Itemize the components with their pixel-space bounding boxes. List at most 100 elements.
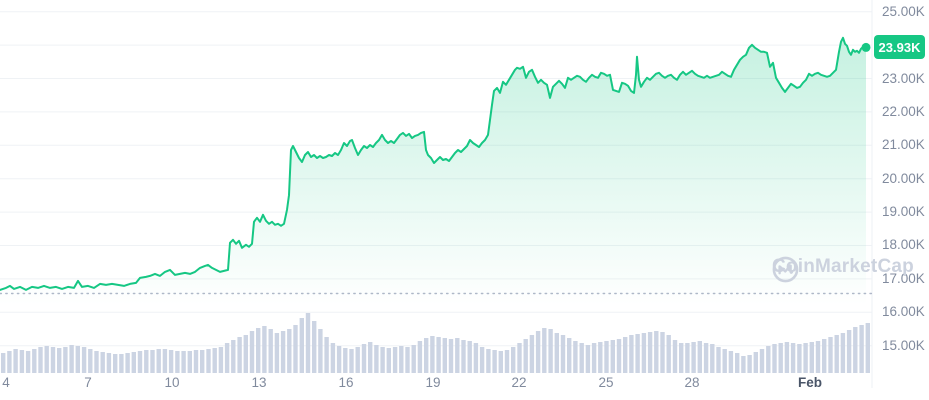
volume-bar <box>492 350 497 373</box>
volume-bar <box>299 318 304 373</box>
x-axis-label: 7 <box>84 375 92 390</box>
volume-bar <box>287 329 292 373</box>
volume-bar <box>411 345 416 373</box>
volume-bar <box>766 346 771 373</box>
volume-bar <box>193 350 199 373</box>
volume-bar <box>660 332 665 373</box>
volume-bar <box>312 321 317 373</box>
volume-bar <box>529 335 535 373</box>
volume-bar <box>467 341 472 373</box>
volume-bar <box>206 349 211 373</box>
volume-bar <box>63 347 68 373</box>
volume-bar <box>815 341 821 373</box>
volume-bar <box>144 350 149 373</box>
price-line <box>0 36 867 291</box>
volume-bar <box>542 328 547 373</box>
volume-bar <box>784 342 790 373</box>
volume-bar <box>1 353 6 373</box>
volume-bar <box>641 333 647 373</box>
y-axis-label: 15.00K <box>882 338 925 353</box>
volume-bar <box>703 343 709 373</box>
volume-bar <box>175 351 180 373</box>
y-axis-label: 18.00K <box>882 237 925 252</box>
volume-bar <box>237 337 242 373</box>
volume-bar <box>380 347 385 373</box>
volume-bar <box>212 348 217 373</box>
volume-bar <box>399 346 404 373</box>
volume-bar <box>517 343 522 373</box>
volume-bar <box>7 351 12 373</box>
volume-bar <box>386 348 391 373</box>
x-axis-label-month: Feb <box>797 375 823 390</box>
volume-bar <box>32 349 37 373</box>
volume-bar <box>249 331 255 373</box>
volume-bar <box>156 349 161 373</box>
volume-bar <box>728 351 734 373</box>
volume-bar <box>647 332 653 373</box>
volume-bar <box>535 331 541 373</box>
volume-bar <box>623 337 628 373</box>
volume-bar <box>560 335 566 373</box>
volume-bar <box>392 347 398 373</box>
volume-bar <box>790 343 796 373</box>
volume-bar <box>131 352 136 373</box>
volume-bar <box>479 347 485 373</box>
volume-bar <box>75 346 80 373</box>
x-axis-label: 19 <box>425 375 441 390</box>
volume-bar <box>274 333 280 373</box>
volume-bar <box>368 342 373 373</box>
volume-bar <box>137 351 143 373</box>
volume-bar <box>598 342 603 373</box>
current-price-dot <box>861 42 871 52</box>
volume-bar <box>548 329 553 373</box>
volume-bar <box>853 327 858 373</box>
volume-bar <box>604 341 609 373</box>
volume-bar <box>231 340 236 373</box>
volume-bar <box>735 353 740 373</box>
volume-bar <box>654 331 659 373</box>
volume-bar <box>679 343 684 373</box>
volume-bar <box>753 352 758 373</box>
volume-bar <box>355 347 360 373</box>
volume-bar <box>461 340 466 373</box>
volume-bar <box>224 343 230 373</box>
volume-bar <box>25 351 31 373</box>
x-axis-label: 28 <box>684 375 700 390</box>
volume-bar <box>567 338 572 373</box>
volume-bar <box>747 355 752 373</box>
volume-bar <box>336 346 342 373</box>
volume-bar <box>840 333 846 373</box>
volume-bar <box>722 349 727 373</box>
volume-bar <box>486 349 491 373</box>
volume-bar <box>262 326 267 373</box>
y-axis-label: 20.00K <box>882 171 925 186</box>
y-axis-label: 21.00K <box>882 137 925 152</box>
volume-bar <box>268 329 273 373</box>
volume-bar <box>318 329 323 373</box>
y-axis-label: 25.00K <box>882 4 925 19</box>
volume-bar <box>94 351 99 373</box>
volume-bar <box>187 351 192 373</box>
volume-bar <box>579 343 584 373</box>
volume-bar <box>181 351 186 373</box>
volume-bar <box>523 339 528 373</box>
x-axis-label: 13 <box>251 375 267 390</box>
volume-bar <box>822 339 827 373</box>
volume-bar <box>759 349 765 373</box>
volume-bar <box>200 350 205 373</box>
volume-bar <box>81 347 87 373</box>
volume-bar <box>19 350 25 373</box>
volume-bar <box>57 348 62 373</box>
volume-bar <box>69 345 74 373</box>
volume-bar <box>672 340 678 373</box>
y-axis-label: 23.00K <box>882 71 925 86</box>
volume-bar <box>44 346 49 373</box>
volume-bar <box>809 342 814 373</box>
volume-bar <box>436 337 441 373</box>
volume-bar <box>324 337 329 373</box>
volume-bar <box>305 313 311 373</box>
volume-bar <box>100 352 105 373</box>
y-axis-label: 17.00K <box>882 271 925 286</box>
volume-bar <box>554 333 559 373</box>
